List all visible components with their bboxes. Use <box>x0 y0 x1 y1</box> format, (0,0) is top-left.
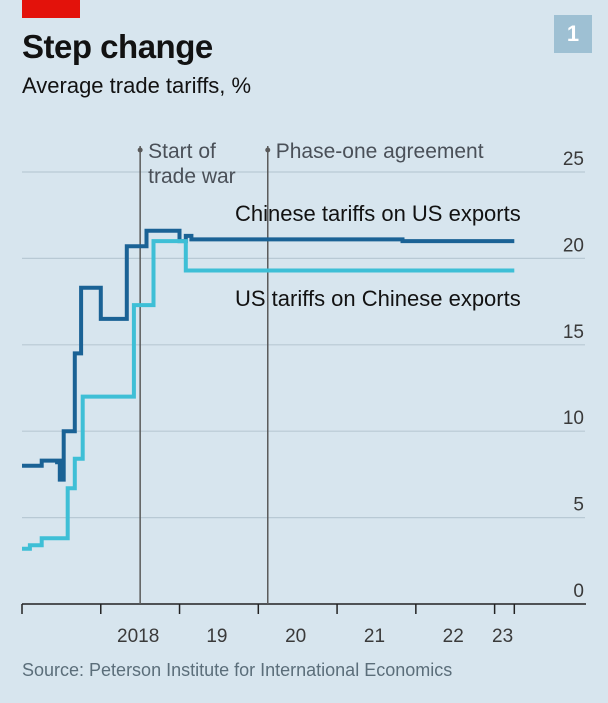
series-line-us-tariffs <box>22 239 515 551</box>
chart-subtitle: Average trade tariffs, % <box>22 73 252 98</box>
x-tick-label-19: 19 <box>206 626 227 647</box>
annotation-dot-0 <box>137 147 143 153</box>
x-tick-label-21: 21 <box>364 626 385 647</box>
chart-title: Step change <box>22 28 213 65</box>
annotation-label-0: Start of trade war <box>148 140 236 188</box>
x-tick-label-2018: 2018 <box>117 626 159 647</box>
series-label-1: US tariffs on Chinese exports <box>235 286 521 311</box>
y-tick-label-15: 15 <box>563 322 584 343</box>
y-tick-label-25: 25 <box>563 149 584 170</box>
y-tick-label-20: 20 <box>563 235 584 256</box>
series-label-0: Chinese tariffs on US exports <box>235 201 521 226</box>
annotation-dot-1 <box>265 147 271 153</box>
y-tick-label-0: 0 <box>573 581 584 602</box>
x-tick-label-23: 23 <box>492 626 513 647</box>
series-line-chinese-tariffs <box>22 228 515 482</box>
chart-number-badge: 1 <box>554 15 592 53</box>
x-tick-label-22: 22 <box>443 626 464 647</box>
x-tick-label-20: 20 <box>285 626 306 647</box>
source-note: Source: Peterson Institute for Internati… <box>22 660 453 680</box>
annotation-label-1: Phase-one agreement <box>276 140 484 163</box>
y-tick-label-10: 10 <box>563 408 584 429</box>
brand-red-tag <box>22 0 80 18</box>
y-tick-label-5: 5 <box>573 495 584 516</box>
